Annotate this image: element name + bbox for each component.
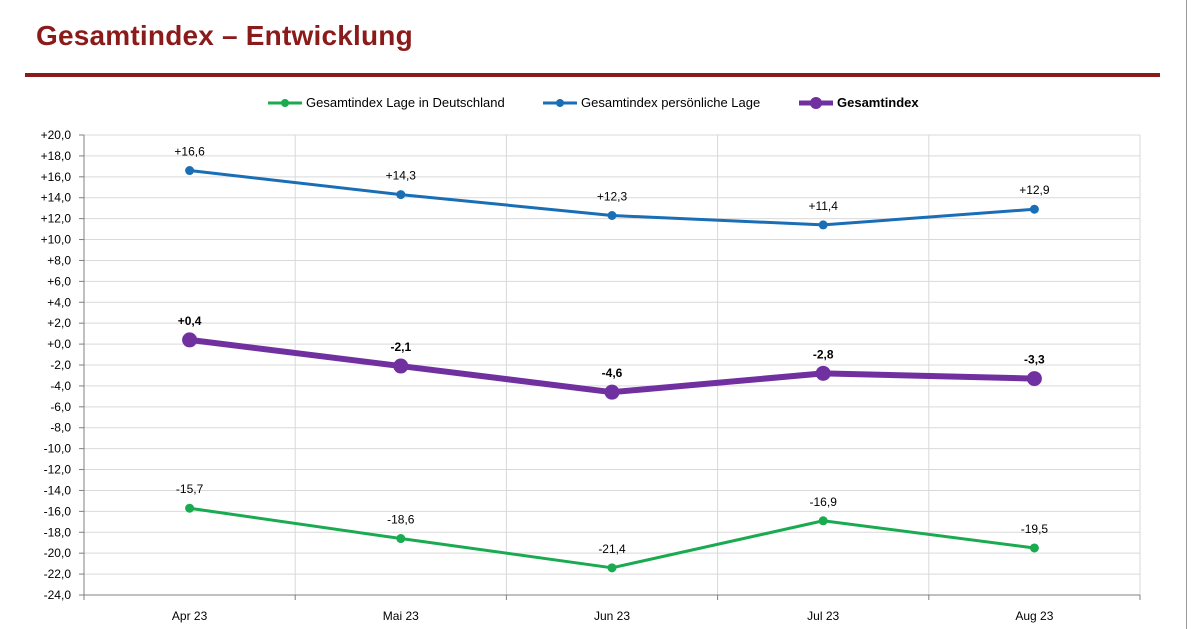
data-point bbox=[818, 220, 828, 230]
x-tick-label: Jul 23 bbox=[807, 609, 839, 623]
y-tick-label: -24,0 bbox=[44, 588, 72, 602]
y-tick-label: +0,0 bbox=[47, 337, 71, 351]
page-title: Gesamtindex – Entwicklung bbox=[36, 20, 413, 51]
legend-marker bbox=[281, 99, 289, 107]
data-label: -2,1 bbox=[390, 340, 411, 354]
y-tick-label: +2,0 bbox=[47, 316, 71, 330]
series-0: -15,7 -18,6 -21,4 -16,9 -19,5 bbox=[176, 482, 1049, 573]
page-edge-line bbox=[1186, 0, 1187, 629]
data-label: -2,8 bbox=[813, 347, 834, 361]
data-point bbox=[815, 365, 831, 381]
y-tick-label: +18,0 bbox=[41, 149, 72, 163]
data-label: +16,6 bbox=[174, 145, 205, 159]
y-tick-label: -22,0 bbox=[44, 567, 72, 581]
data-point bbox=[182, 332, 198, 348]
y-tick-label: +12,0 bbox=[41, 212, 72, 226]
data-label: +12,3 bbox=[597, 190, 628, 204]
chart-series: -15,7 -18,6 -21,4 -16,9 -19,5 +16,6 +14,3 +12,3… bbox=[174, 145, 1050, 573]
data-label: -3,3 bbox=[1024, 353, 1045, 367]
chart-axes: +20,0 +18,0 +16,0 +14,0 +12,0 +10,0 +8,0 +6,0 +4… bbox=[41, 128, 1141, 623]
data-label: +14,3 bbox=[386, 169, 417, 183]
y-tick-label: +16,0 bbox=[41, 170, 72, 184]
series-line bbox=[189, 506, 1035, 570]
y-tick-label: -16,0 bbox=[44, 504, 72, 518]
y-tick-label: -12,0 bbox=[44, 463, 72, 477]
y-tick-label: +6,0 bbox=[47, 274, 71, 288]
data-point bbox=[604, 384, 620, 400]
data-label: -15,7 bbox=[176, 482, 204, 496]
data-label: -4,6 bbox=[602, 366, 623, 380]
chart-legend: Gesamtindex Lage in Deutschland Gesamtind… bbox=[268, 95, 919, 110]
data-point bbox=[185, 503, 195, 513]
data-label: -18,6 bbox=[387, 513, 415, 527]
y-tick-label: +4,0 bbox=[47, 295, 71, 309]
legend-label: Gesamtindex persönliche Lage bbox=[581, 95, 760, 110]
data-point bbox=[1029, 543, 1039, 553]
y-tick-label: -8,0 bbox=[50, 421, 71, 435]
y-tick-label: -18,0 bbox=[44, 525, 72, 539]
data-label: -21,4 bbox=[598, 542, 626, 556]
data-point bbox=[1029, 204, 1039, 214]
y-tick-label: +8,0 bbox=[47, 253, 71, 267]
data-point bbox=[1026, 371, 1042, 387]
data-label: +11,4 bbox=[808, 199, 838, 213]
y-tick-label: -6,0 bbox=[50, 400, 71, 414]
chart-grid bbox=[84, 134, 1141, 596]
x-tick-label: Aug 23 bbox=[1015, 609, 1053, 623]
legend-label: Gesamtindex Lage in Deutschland bbox=[306, 95, 505, 110]
data-label: -19,5 bbox=[1021, 522, 1049, 536]
series-1: +16,6 +14,3 +12,3 +11,4 +12,9 bbox=[174, 145, 1050, 230]
y-tick-label: -20,0 bbox=[44, 546, 72, 560]
y-tick-label: +14,0 bbox=[41, 191, 72, 205]
y-tick-label: +20,0 bbox=[41, 128, 72, 142]
y-tick-label: -10,0 bbox=[44, 442, 72, 456]
x-tick-label: Mai 23 bbox=[383, 609, 419, 623]
y-tick-label: -4,0 bbox=[50, 379, 71, 393]
legend-marker bbox=[556, 99, 564, 107]
x-tick-label: Apr 23 bbox=[172, 609, 208, 623]
data-point bbox=[607, 211, 617, 220]
series-2: +0,4 -2,1 -4,6 -2,8 -3,3 bbox=[178, 314, 1045, 400]
data-point bbox=[393, 358, 409, 374]
data-point bbox=[396, 534, 406, 544]
data-label: -16,9 bbox=[810, 495, 838, 509]
legend-label: Gesamtindex bbox=[837, 95, 919, 110]
data-point bbox=[607, 563, 617, 573]
legend-marker bbox=[810, 97, 822, 109]
x-tick-label: Jun 23 bbox=[594, 609, 630, 623]
data-point bbox=[185, 166, 195, 176]
y-tick-label: +10,0 bbox=[41, 233, 72, 247]
data-label: +12,9 bbox=[1019, 183, 1050, 197]
data-point bbox=[818, 516, 828, 526]
y-tick-label: -14,0 bbox=[44, 483, 72, 497]
title-divider bbox=[25, 73, 1160, 77]
data-point bbox=[396, 190, 406, 200]
data-label: +0,4 bbox=[178, 314, 202, 328]
y-tick-label: -2,0 bbox=[50, 358, 71, 372]
